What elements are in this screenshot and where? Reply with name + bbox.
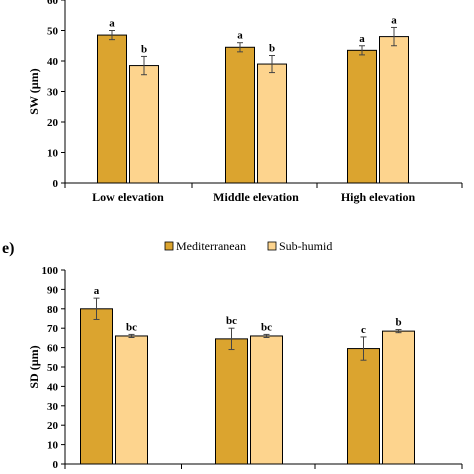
significance-letter: b bbox=[141, 43, 147, 55]
bar-mediterranean bbox=[347, 49, 377, 184]
category-label: Middle elevation bbox=[213, 190, 299, 204]
y-tick-label: 10 bbox=[47, 440, 59, 452]
significance-letter: bc bbox=[126, 321, 137, 333]
panel-label: e) bbox=[2, 240, 14, 257]
y-axis-title: SW (µm) bbox=[27, 68, 41, 114]
y-tick-label: 0 bbox=[53, 178, 59, 190]
legend-label: Mediterranean bbox=[176, 239, 246, 253]
y-tick-label: 20 bbox=[47, 117, 59, 129]
legend-label: Sub-humid bbox=[279, 239, 332, 253]
sw-chart: 0 10 20 30 40 50 60 SW (µm) a a a b b a Low elevation M… bbox=[27, 0, 463, 204]
bar-sub-humid bbox=[382, 330, 415, 465]
y-tick-label: 20 bbox=[47, 420, 59, 432]
y-tick-label: 30 bbox=[47, 87, 59, 99]
sd-chart: 0 10 20 30 40 50 60 70 80 90 100 SD (µm) e) a bc c bc bc b… bbox=[2, 239, 463, 471]
y-axis-title: SD (µm) bbox=[27, 345, 41, 388]
significance-letter: a bbox=[237, 30, 243, 42]
y-tick-label: 90 bbox=[47, 284, 59, 296]
bar-mediterranean bbox=[347, 348, 380, 465]
y-tick-label: 70 bbox=[47, 323, 59, 335]
y-tick-label: 60 bbox=[47, 0, 59, 7]
y-tick-label: 10 bbox=[47, 148, 59, 160]
category-label: High elevation bbox=[341, 190, 416, 204]
significance-letter: b bbox=[269, 43, 275, 55]
significance-letter: a bbox=[391, 14, 397, 26]
significance-letter: a bbox=[109, 18, 115, 30]
bar-sub-humid bbox=[115, 335, 148, 465]
bar-sub-humid bbox=[379, 36, 409, 184]
significance-letter: bc bbox=[261, 321, 272, 333]
bar-sub-humid bbox=[257, 63, 287, 184]
y-tick-label: 30 bbox=[47, 401, 59, 413]
legend-swatch-mediterranean bbox=[164, 241, 174, 251]
bar-mediterranean bbox=[215, 338, 248, 465]
y-tick-label: 60 bbox=[47, 343, 59, 355]
y-tick-label: 40 bbox=[47, 381, 59, 393]
category-label: Low elevation bbox=[92, 190, 164, 204]
significance-letter: a bbox=[94, 285, 100, 297]
y-tick-label: 50 bbox=[47, 26, 59, 38]
bar-mediterranean bbox=[225, 46, 255, 184]
legend-swatch-sub-humid bbox=[267, 241, 277, 251]
y-tick-label: 80 bbox=[47, 304, 59, 316]
bar-sub-humid bbox=[129, 65, 159, 184]
y-tick-label: 100 bbox=[42, 265, 59, 277]
significance-letter: b bbox=[395, 317, 401, 329]
y-tick-label: 0 bbox=[53, 459, 59, 471]
bar-mediterranean bbox=[97, 34, 127, 184]
significance-letter: a bbox=[359, 33, 365, 45]
y-tick-label: 50 bbox=[47, 362, 59, 374]
y-tick-label: 40 bbox=[47, 56, 59, 68]
significance-letter: bc bbox=[226, 315, 237, 327]
bar-mediterranean bbox=[80, 308, 113, 465]
bar-sub-humid bbox=[250, 335, 283, 465]
significance-letter: c bbox=[361, 324, 366, 336]
